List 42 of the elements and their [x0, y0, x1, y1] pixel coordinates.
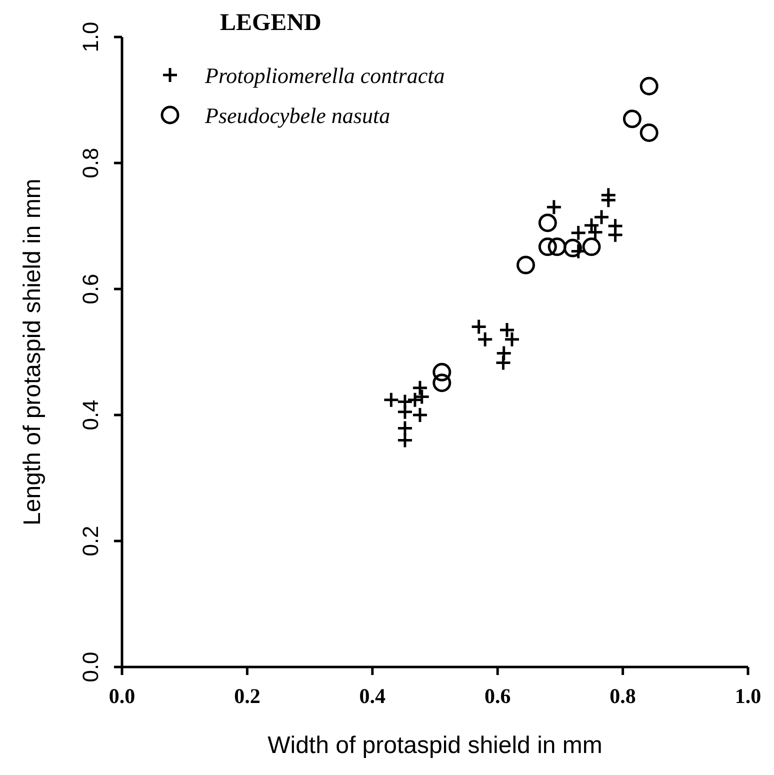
point	[494, 354, 512, 371]
point	[582, 238, 601, 256]
point	[622, 110, 642, 128]
x-tick-label: 0.6	[484, 684, 511, 708]
point	[640, 124, 658, 142]
point	[476, 331, 494, 348]
point	[412, 406, 428, 424]
point	[538, 214, 557, 232]
point	[570, 224, 587, 242]
legend-title: LEGEND	[220, 10, 322, 36]
y-axis-title: Length of protaspid shield in mm	[19, 178, 46, 526]
point	[432, 362, 452, 382]
point	[432, 374, 452, 392]
x-tick-label: 0.4	[359, 684, 386, 708]
legend-label: Protopliomerella contracta	[204, 63, 445, 88]
x-tick-label: 0.8	[610, 684, 636, 708]
point	[593, 208, 610, 226]
point	[607, 226, 624, 244]
point	[412, 380, 428, 396]
y-tick-label: 0.6	[78, 274, 103, 304]
point	[640, 76, 658, 96]
point	[548, 238, 566, 256]
y-tick-label: 0.4	[78, 400, 103, 430]
point	[600, 192, 617, 208]
point	[516, 256, 536, 274]
x-tick-label: 1.0	[734, 684, 762, 708]
legend-label: Pseudocybele nasuta	[204, 103, 390, 128]
y-tick-label: 1.0	[78, 22, 103, 52]
point	[563, 238, 582, 258]
point	[538, 238, 557, 256]
x-tick-label: 0.0	[108, 684, 136, 708]
point	[496, 345, 512, 362]
y-tick-label: 0.8	[78, 148, 103, 178]
point	[396, 404, 414, 420]
point	[396, 432, 414, 448]
x-tick-label: 0.2	[234, 684, 260, 708]
x-axis-title: Width of protaspid shield in mm	[268, 732, 602, 759]
y-tick-label: 0.2	[78, 526, 103, 556]
y-tick-label: 0.0	[78, 652, 103, 682]
point	[382, 392, 400, 408]
point	[470, 318, 488, 336]
point	[546, 198, 562, 216]
